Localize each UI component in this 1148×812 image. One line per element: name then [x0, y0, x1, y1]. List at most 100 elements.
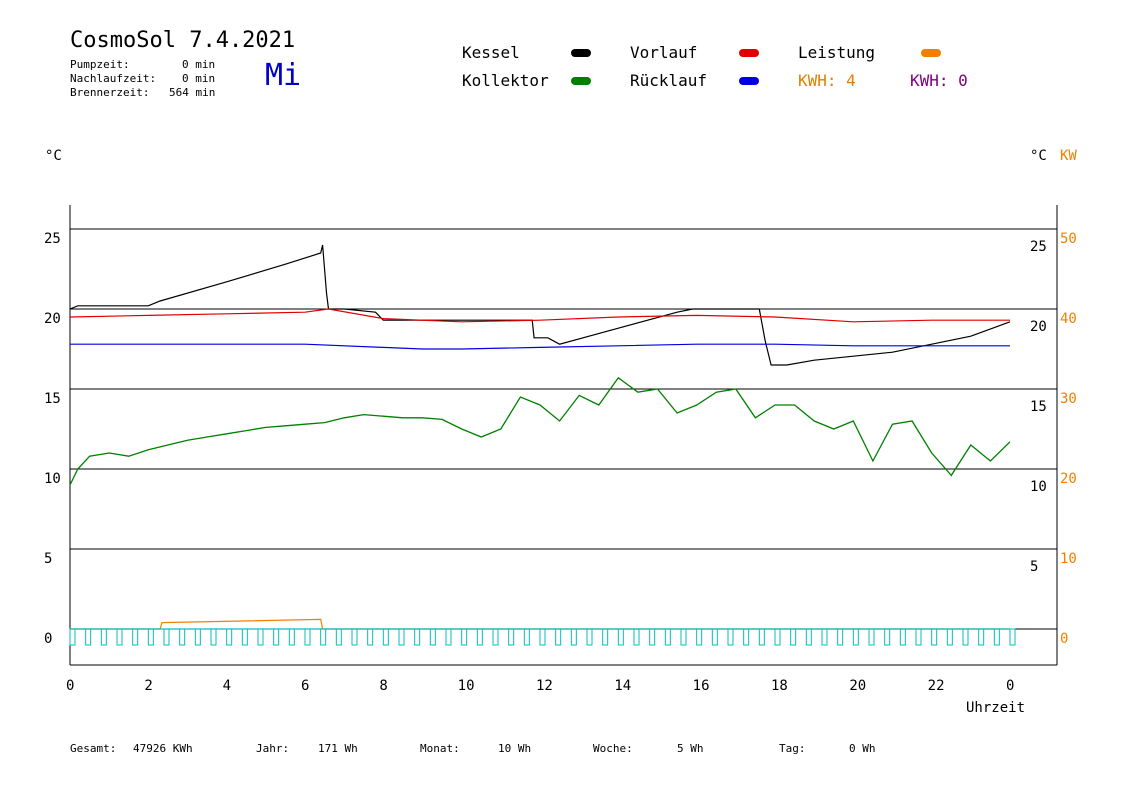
pump-marker	[962, 628, 969, 646]
legend-kessel-swatch	[571, 49, 591, 57]
pump-marker	[586, 628, 593, 646]
pump-marker	[351, 628, 358, 646]
x-tick-4: 8	[379, 678, 387, 694]
y-left-tick-10: 10	[44, 471, 61, 487]
pump-marker	[132, 628, 139, 646]
y-right-tick-20: 20	[1030, 319, 1047, 335]
legend-kollektor-label: Kollektor	[462, 71, 549, 90]
y-left-tick-15: 15	[44, 391, 61, 407]
pump-marker	[288, 628, 295, 646]
pump-marker	[226, 628, 233, 646]
pump-marker	[476, 628, 483, 646]
y-right-tick-10: 10	[1030, 479, 1047, 495]
pump-marker	[179, 628, 186, 646]
pump-marker	[852, 628, 859, 646]
pump-marker	[241, 628, 248, 646]
weekday-label: Mi	[265, 58, 302, 93]
pump-marker	[398, 628, 405, 646]
pump-marker	[555, 628, 562, 646]
kwh-orange-value: KWH: 4	[798, 71, 856, 90]
x-axis-label: Uhrzeit	[966, 700, 1026, 716]
woche-label: Woche:	[593, 742, 633, 755]
pumpzeit-value: 0 min	[182, 58, 216, 71]
pump-marker	[335, 628, 342, 646]
y-kw-tick-30: 30	[1060, 391, 1077, 407]
pump-marker	[617, 628, 624, 646]
y-left-tick-25: 25	[44, 231, 61, 247]
monat-label: Monat:	[420, 742, 460, 755]
pump-marker	[492, 628, 499, 646]
pump-marker	[743, 628, 750, 646]
pump-marker	[429, 628, 436, 646]
pump-marker	[899, 628, 906, 646]
pump-marker	[993, 628, 1000, 646]
pump-marker	[649, 628, 656, 646]
x-tick-11: 22	[928, 678, 945, 694]
x-tick-7: 14	[614, 678, 631, 694]
legend-vorlauf-label: Vorlauf	[630, 43, 698, 62]
y-kw-tick-50: 50	[1060, 231, 1077, 247]
series-ruecklauf	[70, 343, 1010, 350]
pump-marker	[664, 628, 671, 646]
pump-marker	[116, 628, 123, 646]
right-axis-kw-unit: KW	[1060, 148, 1077, 164]
x-tick-5: 10	[458, 678, 475, 694]
pump-marker	[805, 628, 812, 646]
x-tick-0: 0	[66, 678, 74, 694]
legend-leistung-label: Leistung	[798, 43, 876, 62]
y-right-tick-5: 5	[1030, 559, 1038, 575]
series-kollektor	[69, 376, 1011, 486]
pump-marker	[1009, 628, 1016, 646]
pump-marker	[868, 628, 875, 646]
gesamt-label: Gesamt:	[70, 742, 117, 755]
pump-marker	[367, 628, 374, 646]
pump-marker	[382, 628, 389, 646]
x-tick-6: 12	[536, 678, 553, 694]
y-kw-tick-40: 40	[1060, 311, 1077, 327]
pump-marker	[461, 628, 468, 646]
pump-marker	[539, 628, 546, 646]
legend-kessel-label: Kessel	[462, 43, 520, 62]
legend-ruecklauf-swatch	[739, 77, 759, 85]
pump-marker	[978, 628, 985, 646]
pump-marker	[915, 628, 922, 646]
pump-marker	[931, 628, 938, 646]
pump-marker	[696, 628, 703, 646]
pump-marker	[445, 628, 452, 646]
pump-marker	[273, 628, 280, 646]
y-right-tick-25: 25	[1030, 239, 1047, 255]
y-left-tick-0: 0	[44, 631, 52, 647]
pump-marker	[85, 628, 92, 646]
jahr-value: 171 Wh	[318, 742, 358, 755]
series-vorlauf	[69, 308, 1010, 323]
legend-ruecklauf-label: Rücklauf	[630, 71, 708, 90]
pump-marker	[69, 628, 76, 646]
pump-marker	[758, 628, 765, 646]
pump-marker	[194, 628, 201, 646]
y-kw-tick-10: 10	[1060, 551, 1077, 567]
pump-marker	[602, 628, 609, 646]
pump-marker	[821, 628, 828, 646]
pump-marker	[210, 628, 217, 646]
tag-label: Tag:	[779, 742, 806, 755]
pump-marker	[884, 628, 891, 646]
x-tick-12: 0	[1006, 678, 1014, 694]
tag-value: 0 Wh	[849, 742, 876, 755]
pumpzeit-label: Pumpzeit:	[70, 58, 130, 71]
pump-marker	[508, 628, 515, 646]
pump-marker	[257, 628, 264, 646]
monat-value: 10 Wh	[498, 742, 532, 755]
y-kw-tick-20: 20	[1060, 471, 1077, 487]
chart-title: CosmoSol 7.4.2021	[70, 28, 296, 53]
pump-marker	[727, 628, 734, 646]
kwh-purple-value: KWH: 0	[910, 71, 968, 90]
pump-marker	[946, 628, 953, 646]
pump-marker	[711, 628, 718, 646]
pump-marker	[414, 628, 421, 646]
pump-marker	[570, 628, 577, 646]
left-axis-unit: °C	[45, 148, 62, 164]
x-tick-10: 20	[849, 678, 866, 694]
series-kessel	[69, 244, 1011, 366]
pump-marker	[774, 628, 781, 646]
